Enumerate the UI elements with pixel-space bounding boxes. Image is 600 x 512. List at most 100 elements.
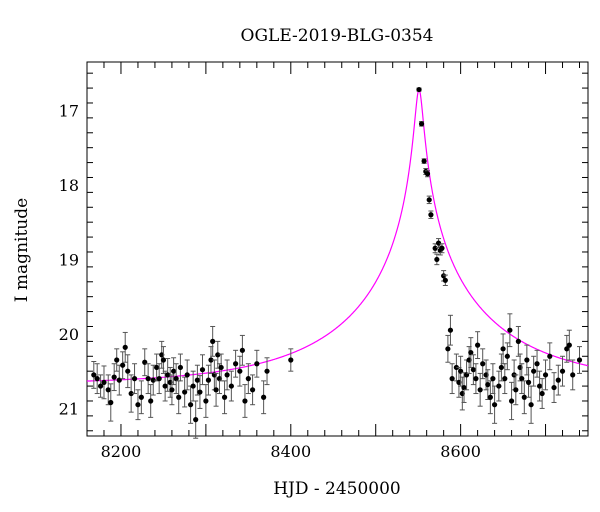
data-point bbox=[536, 383, 543, 389]
data-point bbox=[169, 387, 175, 393]
data-point bbox=[421, 158, 427, 164]
data-point bbox=[224, 372, 230, 378]
data-point bbox=[485, 381, 491, 388]
data-point bbox=[500, 346, 506, 352]
data-point bbox=[498, 364, 504, 371]
data-point bbox=[131, 376, 138, 382]
data-point bbox=[521, 394, 527, 400]
data-point bbox=[539, 390, 545, 397]
data-point bbox=[487, 394, 493, 400]
plot-area: 8200 8400 8600 17 18 19 20 21 bbox=[59, 61, 589, 461]
x-tick-label: 8400 bbox=[270, 442, 311, 461]
data-point bbox=[228, 383, 234, 389]
y-tick-label: 19 bbox=[59, 250, 79, 269]
data-point bbox=[205, 377, 212, 383]
data-point bbox=[215, 352, 221, 358]
plot-frame bbox=[86, 61, 589, 437]
x-axis-label: HJD - 2450000 bbox=[273, 479, 401, 499]
data-point bbox=[138, 394, 144, 400]
data-point bbox=[508, 398, 515, 404]
data-point bbox=[94, 376, 100, 382]
data-point bbox=[496, 383, 502, 389]
data-point bbox=[237, 368, 243, 374]
data-point bbox=[477, 387, 483, 393]
data-point bbox=[507, 327, 513, 333]
data-point bbox=[288, 357, 294, 363]
data-point bbox=[428, 212, 434, 218]
y-tick-label: 18 bbox=[59, 176, 79, 195]
data-point bbox=[173, 376, 179, 382]
data-point bbox=[91, 372, 97, 378]
data-point bbox=[193, 417, 199, 423]
model-curve bbox=[86, 88, 589, 382]
data-point bbox=[525, 379, 532, 385]
data-point bbox=[502, 376, 508, 382]
data-point bbox=[101, 379, 107, 385]
data-point bbox=[135, 402, 141, 408]
data-point bbox=[519, 376, 525, 382]
data-point bbox=[245, 376, 251, 382]
data-point bbox=[416, 86, 422, 93]
data-point bbox=[447, 327, 454, 333]
data-point bbox=[555, 377, 561, 383]
data-point bbox=[491, 402, 498, 408]
data-point bbox=[111, 374, 117, 380]
data-point bbox=[125, 368, 131, 374]
data-point bbox=[194, 377, 200, 383]
data-point bbox=[566, 342, 572, 348]
data-point bbox=[490, 376, 496, 382]
data-point bbox=[187, 402, 194, 408]
data-point bbox=[524, 357, 530, 363]
x-tick-label: 8600 bbox=[440, 442, 481, 461]
data-point bbox=[197, 389, 203, 395]
data-point bbox=[468, 349, 474, 356]
data-point bbox=[426, 197, 432, 203]
data-point bbox=[239, 347, 245, 353]
data-point bbox=[445, 346, 451, 352]
data-point bbox=[453, 364, 459, 371]
data-point bbox=[208, 357, 214, 363]
data-point bbox=[547, 353, 553, 359]
data-point bbox=[154, 364, 160, 371]
data-point bbox=[254, 361, 260, 367]
data-point bbox=[182, 389, 188, 395]
data-point bbox=[128, 390, 134, 397]
data-point bbox=[165, 372, 171, 378]
data-point bbox=[528, 402, 534, 408]
data-point bbox=[449, 376, 455, 382]
data-point bbox=[473, 376, 479, 382]
data-point bbox=[221, 394, 228, 400]
data-point bbox=[160, 357, 167, 363]
data-point bbox=[534, 361, 540, 367]
data-point bbox=[434, 256, 440, 263]
y-tick-label: 21 bbox=[59, 399, 79, 418]
y-tick-label: 17 bbox=[59, 101, 79, 120]
data-point bbox=[461, 384, 467, 391]
data-point bbox=[190, 383, 196, 389]
data-point bbox=[233, 361, 239, 367]
data-point bbox=[261, 394, 267, 400]
data-point bbox=[418, 121, 425, 127]
data-point bbox=[513, 387, 519, 393]
data-point bbox=[542, 372, 549, 378]
data-point bbox=[264, 368, 270, 374]
data-point bbox=[564, 346, 570, 352]
data-point bbox=[242, 398, 248, 404]
data-point bbox=[122, 344, 128, 350]
data-point bbox=[213, 387, 219, 393]
y-axis-label: I magnitude bbox=[12, 198, 32, 302]
data-point bbox=[150, 377, 156, 383]
data-point bbox=[162, 383, 168, 389]
data-point bbox=[515, 338, 521, 344]
data-point bbox=[504, 353, 510, 359]
data-point bbox=[442, 277, 448, 283]
data-point bbox=[120, 362, 126, 368]
data-point bbox=[249, 387, 256, 393]
data-point bbox=[475, 342, 481, 348]
data-point bbox=[199, 367, 206, 373]
data-point bbox=[435, 240, 442, 246]
data-point bbox=[184, 372, 190, 378]
data-point bbox=[203, 398, 209, 404]
data-point bbox=[570, 372, 576, 378]
